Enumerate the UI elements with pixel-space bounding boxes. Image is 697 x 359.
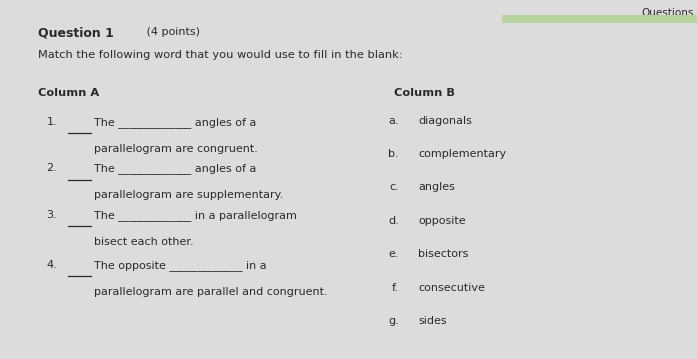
Text: g.: g. — [388, 316, 399, 326]
Text: c.: c. — [389, 182, 399, 192]
Text: parallelogram are parallel and congruent.: parallelogram are parallel and congruent… — [94, 287, 328, 297]
Text: consecutive: consecutive — [418, 283, 485, 293]
Text: The _____________ in a parallelogram: The _____________ in a parallelogram — [94, 210, 297, 221]
Text: 3.: 3. — [47, 210, 57, 220]
Text: complementary: complementary — [418, 149, 506, 159]
Text: The _____________ angles of a: The _____________ angles of a — [94, 117, 256, 127]
Text: (4 points): (4 points) — [143, 27, 200, 37]
Text: 1.: 1. — [47, 117, 57, 127]
Text: The _____________ angles of a: The _____________ angles of a — [94, 163, 256, 174]
Text: bisectors: bisectors — [418, 249, 468, 259]
Text: The opposite _____________ in a: The opposite _____________ in a — [94, 260, 267, 271]
Text: Column B: Column B — [394, 88, 455, 98]
Text: e.: e. — [388, 249, 399, 259]
Text: b.: b. — [388, 149, 399, 159]
Text: 2.: 2. — [47, 163, 57, 173]
Text: a.: a. — [388, 116, 399, 126]
Text: parallelogram are congruent.: parallelogram are congruent. — [94, 144, 258, 154]
Text: Column A: Column A — [38, 88, 100, 98]
Text: opposite: opposite — [418, 216, 466, 226]
Text: Questions: Questions — [641, 8, 694, 18]
Text: f.: f. — [392, 283, 399, 293]
Text: sides: sides — [418, 316, 447, 326]
Text: 4.: 4. — [47, 260, 57, 270]
Text: diagonals: diagonals — [418, 116, 472, 126]
Text: Match the following word that you would use to fill in the blank:: Match the following word that you would … — [38, 50, 403, 60]
Text: Question 1: Question 1 — [38, 27, 114, 40]
Text: angles: angles — [418, 182, 455, 192]
Text: parallelogram are supplementary.: parallelogram are supplementary. — [94, 190, 284, 200]
Text: bisect each other.: bisect each other. — [94, 237, 194, 247]
Text: d.: d. — [388, 216, 399, 226]
